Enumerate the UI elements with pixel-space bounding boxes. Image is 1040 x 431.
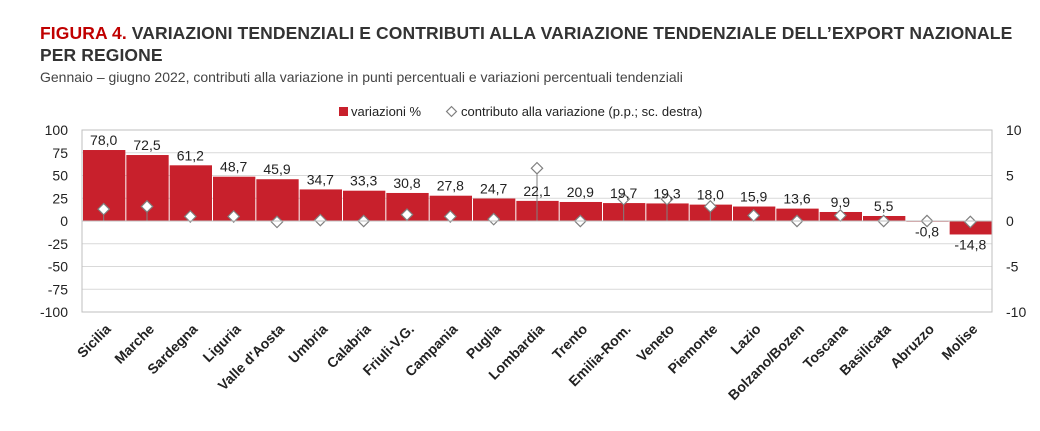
bar-data-label: 30,8 <box>393 175 420 191</box>
contribution-marker <box>97 202 111 216</box>
contribution-marker <box>313 213 327 227</box>
bar <box>776 208 819 221</box>
contribution-marker <box>833 209 847 223</box>
y-left-tick-label: -75 <box>48 281 68 297</box>
bar-data-label: 24,7 <box>480 181 507 197</box>
y-left-tick-label: 0 <box>60 213 68 229</box>
y-right-tick-label: -10 <box>1006 304 1026 320</box>
contribution-marker <box>747 209 761 223</box>
bar-data-label: 33,3 <box>350 173 377 189</box>
bar-data-label: 27,8 <box>437 178 464 194</box>
title-text: VARIAZIONI TENDENZIALI E CONTRIBUTI ALLA… <box>40 23 1013 65</box>
y-left-tick-label: -50 <box>48 259 68 275</box>
bar-data-label: 20,9 <box>567 184 594 200</box>
chart-title: FIGURA 4. VARIAZIONI TENDENZIALI E CONTR… <box>40 22 1030 66</box>
contribution-marker <box>400 208 414 222</box>
bar-data-label: -0,8 <box>915 224 939 240</box>
contribution-marker <box>530 161 544 175</box>
contribution-marker <box>963 215 977 229</box>
x-tick-label: Molise <box>938 321 980 363</box>
bar <box>473 198 516 221</box>
bar-data-label: 13,6 <box>783 191 810 207</box>
bar <box>559 201 602 221</box>
legend: variazioni % contributo alla variazione … <box>339 104 702 119</box>
bar-data-label: 61,2 <box>177 147 204 163</box>
contribution-marker <box>227 209 241 223</box>
contribution-marker <box>140 199 154 213</box>
legend-bar-label: variazioni % <box>351 104 422 119</box>
bar-data-label: 48,7 <box>220 159 247 175</box>
bar-data-label: 72,5 <box>133 137 160 153</box>
figure-label: FIGURA 4. <box>40 23 127 43</box>
bar-data-label: 22,1 <box>523 183 550 199</box>
x-tick-label: Trento <box>549 321 591 363</box>
x-tick-label: Abruzzo <box>887 321 937 371</box>
markers-series <box>97 161 977 229</box>
legend-bar-swatch <box>339 107 348 116</box>
legend-marker-swatch <box>445 105 458 118</box>
contribution-marker <box>270 215 284 229</box>
chart-subtitle: Gennaio – giugno 2022, contributi alla v… <box>40 69 683 85</box>
y-right-tick-label: 0 <box>1006 213 1014 229</box>
contribution-marker <box>487 212 501 226</box>
contribution-marker <box>617 192 631 206</box>
bar <box>689 204 732 221</box>
y-left-tick-label: 50 <box>52 168 68 184</box>
bar-data-label: 9,9 <box>831 194 851 210</box>
contribution-marker <box>183 209 197 223</box>
bar-data-label: 19,7 <box>610 185 637 201</box>
x-tick-label: Lazio <box>727 321 764 358</box>
bar-data-label: 34,7 <box>307 171 334 187</box>
y-right-tick-label: 5 <box>1006 168 1014 184</box>
bar-data-label: 19,3 <box>653 185 680 201</box>
contribution-marker <box>660 192 674 206</box>
bar <box>256 179 299 221</box>
bar-data-label: 15,9 <box>740 189 767 205</box>
bar-data-label: 78,0 <box>90 132 117 148</box>
data-labels: 78,0 72,5 61,2 48,7 45,9 34,7 33,3 30,8 27,8 24,7… <box>90 132 986 252</box>
y-left-tick-label: 100 <box>45 122 69 138</box>
contribution-marker <box>703 199 717 213</box>
y-left-tick-label: 75 <box>52 145 68 161</box>
bar-data-label: 18,0 <box>697 187 724 203</box>
legend-marker-label: contributo alla variazione (p.p.; sc. de… <box>461 104 702 119</box>
x-tick-label: Puglia <box>463 321 504 362</box>
bar-data-label: 5,5 <box>874 198 894 214</box>
bar-data-label: 45,9 <box>263 161 290 177</box>
y-left-tick-label: -25 <box>48 236 68 252</box>
x-tick-label: Sicilia <box>74 321 114 361</box>
bar-data-label: -14,8 <box>954 236 986 252</box>
x-tick-label: Bolzano/Bozen <box>725 321 807 403</box>
axes: 1007550250-25-50-75-1001050-5-10SiciliaM… <box>40 122 1026 403</box>
y-right-tick-label: -5 <box>1006 259 1019 275</box>
contribution-marker <box>443 209 457 223</box>
y-left-tick-label: 25 <box>52 190 68 206</box>
y-left-tick-label: -100 <box>40 304 68 320</box>
y-right-tick-label: 10 <box>1006 122 1022 138</box>
